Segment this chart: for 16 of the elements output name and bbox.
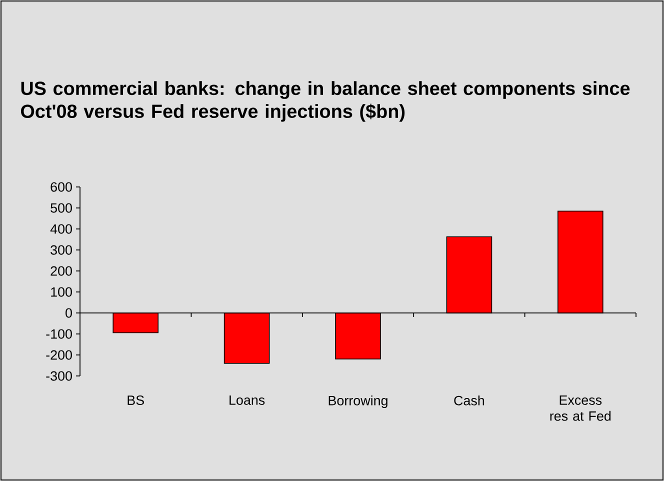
y-tick-label: -200: [46, 350, 72, 360]
x-tick-label: Cash: [454, 395, 484, 406]
y-tick-label: 600: [50, 182, 72, 192]
y-tick-label: -300: [46, 371, 72, 381]
y-tick-label: 200: [50, 266, 72, 276]
x-tick-label: BS: [128, 395, 144, 406]
y-tick-label: 0: [66, 308, 72, 318]
y-tick-label: -100: [46, 329, 72, 339]
y-tick-label: 400: [50, 224, 72, 234]
chart-title: US commercial banks: change in balance sheet components since Oct'08 versus Fed reserve injections ($bn): [20, 81, 630, 122]
y-tick-label: 300: [50, 245, 72, 255]
y-tick-label: 500: [50, 203, 72, 213]
x-tick-label: Borrowing: [328, 395, 388, 408]
y-tick-label: 100: [51, 287, 72, 297]
x-tick-label: Loans: [230, 395, 265, 405]
x-tick-label: Excess res at Fed: [550, 395, 611, 421]
